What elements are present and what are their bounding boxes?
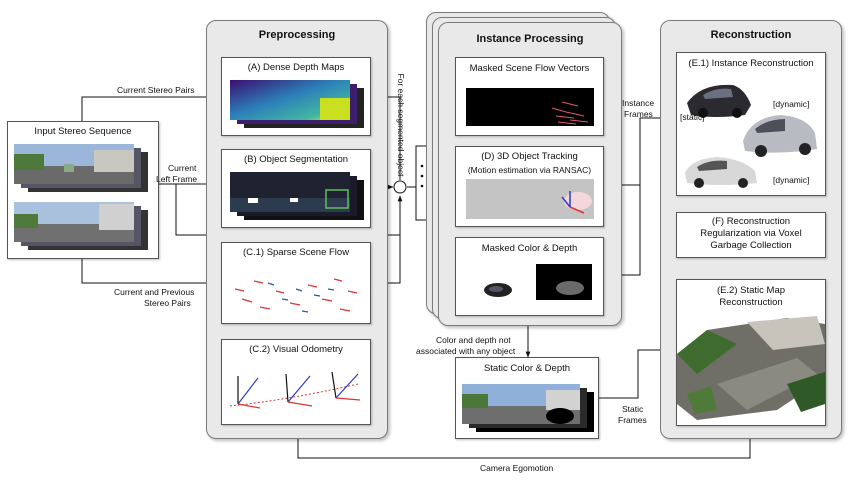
object-tracking-title: (D) 3D Object Tracking	[481, 151, 578, 162]
input-title: Input Stereo Sequence	[34, 126, 132, 137]
object-segmentation-title: (B) Object Segmentation	[243, 154, 349, 165]
instance-reconstruction-title: (E.1) Instance Reconstruction	[688, 58, 814, 69]
static-map-line2: Reconstruction	[719, 297, 783, 308]
static-color-depth-title: Static Color & Depth	[483, 363, 571, 374]
masked-color-depth-box: Masked Color & Depth	[455, 237, 604, 316]
input-stereo-sequence: Input Stereo Sequence	[7, 121, 159, 259]
static-map-box: (E.2) Static Map Reconstruction	[676, 279, 826, 426]
static-color-depth-box: Static Color & Depth	[455, 357, 599, 439]
reconstruction-title: Reconstruction	[710, 29, 792, 41]
object-segmentation-box: (B) Object Segmentation	[221, 149, 371, 228]
label-static-frames-2: Frames	[618, 415, 647, 425]
visual-odometry-title: (C.2) Visual Odometry	[249, 344, 343, 355]
regularization-line3: Garbage Collection	[710, 240, 792, 251]
label-current-left-2: Left Frame	[156, 174, 198, 184]
label-static-frames-1: Static	[622, 404, 644, 414]
masked-color-depth-title: Masked Color & Depth	[481, 243, 578, 254]
tag-dynamic-2: [dynamic]	[773, 175, 810, 185]
instance-processing-title: Instance Processing	[476, 33, 584, 45]
label-instance-frames-1: Instance	[622, 98, 655, 108]
object-tracking-box: (D) 3D Object Tracking (Motion estimatio…	[455, 146, 604, 227]
visual-odometry-box: (C.2) Visual Odometry	[221, 339, 371, 425]
label-current-stereo-pairs: Current Stereo Pairs	[117, 85, 195, 95]
sparse-flow-image	[234, 278, 358, 313]
dense-depth-title: (A) Dense Depth Maps	[247, 62, 345, 73]
tag-static: [static]	[680, 112, 705, 122]
stereo-frames-image	[14, 144, 148, 250]
masked-color-depth-image	[474, 264, 592, 306]
label-current-prev-1: Current and Previous	[114, 287, 195, 297]
regularization-box: (F) Reconstruction Regularization via Vo…	[676, 212, 826, 258]
instance-reconstruction-box: (E.1) Instance Reconstruction [static] […	[676, 52, 826, 196]
label-current-prev-2: Stereo Pairs	[144, 298, 191, 308]
label-instance-frames-2: Frames	[624, 109, 653, 119]
regularization-line2: Regularization via Voxel	[700, 228, 802, 239]
preprocessing-title: Preprocessing	[258, 29, 336, 41]
object-tracking-subtitle: (Motion estimation via RANSAC)	[467, 165, 592, 175]
label-camera-egomotion: Camera Egomotion	[480, 463, 554, 473]
label-current-left-1: Current	[168, 163, 197, 173]
label-for-each-segmented: For each segmented object	[396, 73, 406, 177]
tracking-image	[466, 179, 594, 219]
depth-map-image	[230, 80, 364, 128]
tag-dynamic-1: [dynamic]	[773, 99, 810, 109]
sparse-scene-flow-title: (C.1) Sparse Scene Flow	[242, 247, 350, 258]
regularization-line1: (F) Reconstruction	[711, 216, 791, 227]
label-not-associated-1: Color and depth not	[436, 335, 511, 345]
dense-depth-box: (A) Dense Depth Maps	[221, 57, 371, 136]
sparse-scene-flow-box: (C.1) Sparse Scene Flow	[221, 242, 371, 324]
static-color-depth-image	[462, 384, 594, 432]
segmentation-image	[230, 172, 364, 220]
masked-flow-image	[466, 88, 594, 126]
instance-reconstruction-image	[685, 84, 817, 188]
masked-scene-flow-box: Masked Scene Flow Vectors	[455, 57, 604, 136]
odometry-image	[229, 371, 361, 409]
static-map-line1: (E.2) Static Map	[716, 285, 786, 296]
masked-scene-flow-title: Masked Scene Flow Vectors	[469, 63, 590, 74]
label-not-associated-2: associated with any object	[416, 346, 516, 356]
static-map-image	[677, 316, 825, 420]
